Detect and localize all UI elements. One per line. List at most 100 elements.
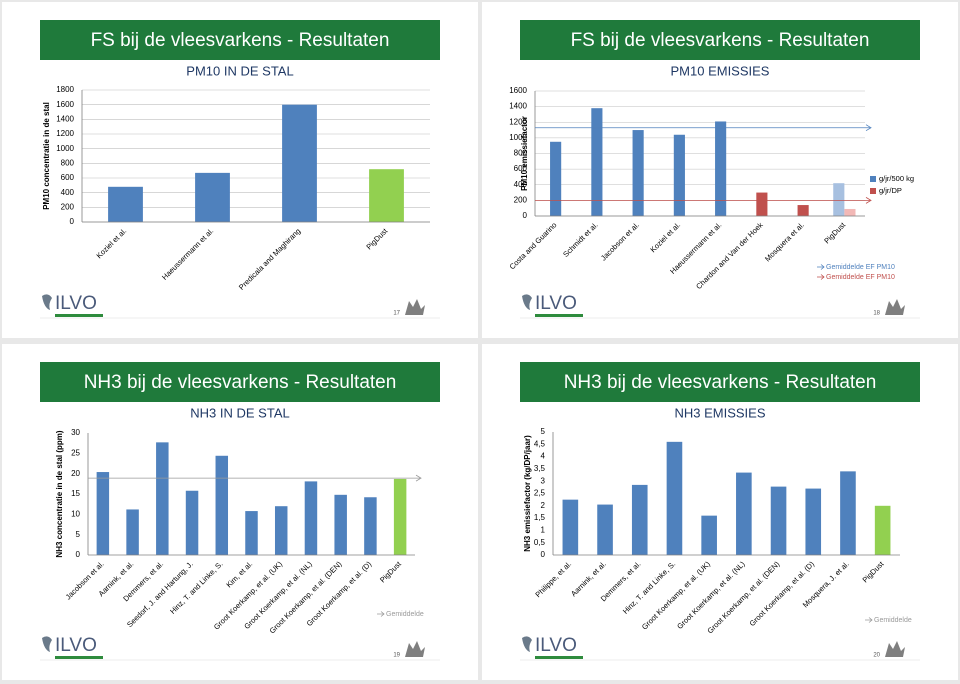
legend-swatch: [870, 176, 876, 182]
bar: [369, 169, 404, 222]
bar: [195, 172, 230, 222]
bar: [833, 183, 845, 216]
logo-text: ILVO: [535, 635, 577, 656]
y-tick-label: 10: [71, 509, 80, 518]
note-label: Gemiddelde: [874, 617, 912, 624]
y-tick-label: 0: [70, 217, 75, 226]
y-axis-label: PM10 emissiefactor: [520, 116, 529, 191]
y-tick-label: 600: [61, 173, 75, 182]
y-tick-label: 1000: [56, 144, 74, 153]
bar: [631, 484, 648, 555]
bar: [666, 441, 683, 555]
bar: [701, 515, 717, 555]
logo-mark: [522, 636, 532, 652]
y-axis-label: PM10 concentratie in de stal: [42, 102, 51, 210]
y-tick-label: 800: [61, 158, 75, 167]
legend-swatch: [870, 188, 876, 194]
logo-bar: [535, 314, 583, 317]
bar: [736, 472, 752, 555]
footer-emblem: [405, 299, 425, 315]
y-tick-label: 800: [514, 149, 528, 158]
slide-title: FS bij de vleesvarkens - Resultaten: [571, 30, 870, 51]
y-tick-label: 15: [71, 489, 80, 498]
y-tick-label: 1,5: [534, 513, 546, 522]
bar: [334, 494, 347, 555]
slide-number: 17: [393, 311, 400, 317]
slide-subtitle: PM10 EMISSIES: [671, 63, 770, 78]
y-tick-label: 5: [76, 530, 81, 539]
logo-mark: [42, 294, 52, 310]
title-bar: [40, 362, 440, 402]
logo-bar: [55, 314, 103, 317]
bar: [632, 130, 644, 216]
y-tick-label: 0: [76, 550, 81, 559]
y-tick-label: 1400: [56, 114, 74, 123]
note-arrow: [377, 611, 385, 617]
y-tick-label: 1800: [56, 85, 74, 94]
y-tick-label: 1400: [509, 102, 527, 111]
bar: [805, 488, 822, 555]
note-arrow: [817, 274, 825, 280]
y-tick-label: 0: [541, 550, 546, 559]
bar: [840, 471, 856, 555]
reference-arrow: [415, 474, 422, 482]
reference-label: Gemiddelde: [386, 611, 424, 618]
bar: [126, 509, 139, 555]
reference-arrow: [865, 197, 872, 204]
reference-label: Gemiddelde EF PM10: [826, 264, 895, 271]
y-tick-label: 200: [61, 202, 75, 211]
bar: [108, 186, 143, 222]
title-bar: [40, 20, 440, 60]
logo-bar: [55, 656, 103, 659]
slide-number: 20: [873, 653, 880, 659]
bar: [245, 511, 258, 555]
bar: [393, 478, 407, 555]
footer-emblem: [885, 299, 905, 315]
y-tick-label: 400: [61, 188, 75, 197]
y-tick-label: 20: [71, 469, 80, 478]
y-tick-label: 4,5: [534, 439, 546, 448]
bar: [844, 208, 856, 216]
logo-mark: [522, 294, 532, 310]
y-tick-label: 5: [541, 427, 546, 436]
y-tick-label: 0,5: [534, 538, 546, 547]
note-arrow: [817, 264, 825, 270]
legend-label: g/jr/500 kg: [879, 174, 914, 183]
logo-text: ILVO: [55, 293, 97, 314]
y-tick-label: 3: [541, 476, 546, 485]
y-tick-label: 1: [541, 526, 546, 535]
y-tick-label: 1200: [509, 117, 527, 126]
y-tick-label: 1000: [509, 133, 527, 142]
title-bar: [520, 362, 920, 402]
slide-number: 18: [873, 311, 880, 317]
bar: [282, 104, 317, 222]
y-tick-label: 200: [514, 195, 528, 204]
bar: [274, 506, 288, 555]
slide-title: NH3 bij de vleesvarkens - Resultaten: [564, 372, 877, 393]
y-tick-label: 3,5: [534, 464, 546, 473]
title-bar: [520, 20, 920, 60]
logo-mark: [42, 636, 52, 652]
y-tick-label: 400: [514, 180, 528, 189]
y-tick-label: 0: [523, 211, 528, 220]
bar: [797, 205, 809, 216]
bar: [364, 497, 377, 555]
footer-emblem: [885, 641, 905, 657]
y-tick-label: 1200: [56, 129, 74, 138]
bar: [673, 134, 685, 216]
reference-arrow: [865, 124, 872, 132]
bar: [156, 442, 169, 555]
bar: [770, 486, 787, 555]
y-tick-label: 25: [71, 448, 80, 457]
y-tick-label: 2,5: [534, 489, 546, 498]
bar: [597, 504, 613, 555]
bar: [756, 192, 768, 216]
bar: [591, 108, 603, 216]
y-tick-label: 4: [541, 452, 546, 461]
y-axis-label: NH3 emissiefactor (kg/DP/jaar): [523, 435, 532, 552]
slide-number: 19: [393, 653, 400, 659]
bar: [96, 472, 110, 555]
bar: [550, 141, 562, 216]
y-tick-label: 30: [71, 428, 80, 437]
logo-bar: [535, 656, 583, 659]
